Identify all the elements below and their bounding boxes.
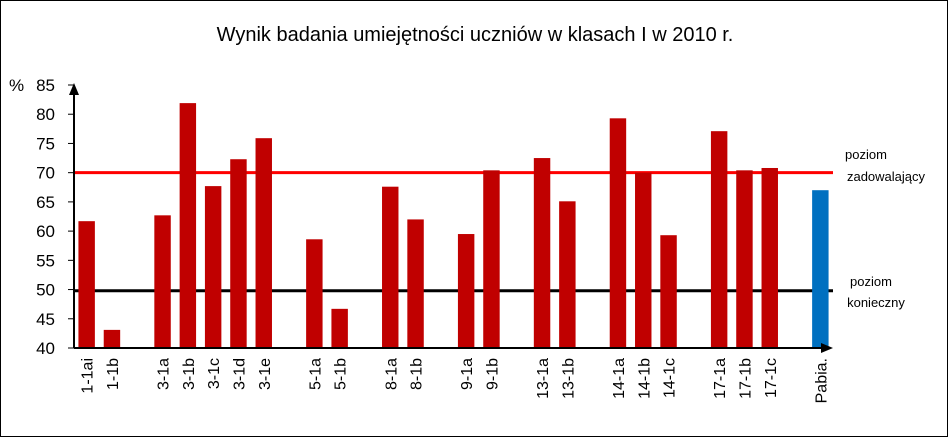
category-label: 17-1c <box>763 358 780 398</box>
y-axis-unit-label: % <box>9 76 24 95</box>
bar <box>710 131 728 348</box>
y-tick-label: 50 <box>36 281 55 300</box>
category-label: 13-1a <box>535 358 552 399</box>
category-label: 8-1b <box>409 358 426 390</box>
bar <box>609 118 627 349</box>
category-label: 1-1b <box>105 358 122 390</box>
bar <box>204 186 222 348</box>
bar <box>407 219 424 348</box>
category-label: 3-1e <box>257 358 274 390</box>
bar <box>78 221 95 348</box>
bar <box>559 201 576 348</box>
y-tick-label: 85 <box>36 76 55 95</box>
bar <box>761 167 778 348</box>
category-label: 3-1a <box>156 358 173 390</box>
y-tick-label: 75 <box>36 134 55 153</box>
bar <box>736 170 753 348</box>
y-tick-label: 40 <box>36 339 55 358</box>
x-axis-labels: 1-1ai 1-1b 3-1a 3-1b 3-1c 3-1d 3-1e 5-1a 5-1b 8-1… <box>80 358 831 403</box>
category-label: 9-1b <box>484 358 501 390</box>
bar <box>331 308 348 348</box>
bar <box>483 170 500 348</box>
bar <box>457 234 475 348</box>
axes <box>69 83 833 353</box>
bar <box>103 329 121 348</box>
y-tick-label: 45 <box>36 310 55 329</box>
y-tick-label: 70 <box>36 164 55 183</box>
y-tick-label: 80 <box>36 105 55 124</box>
bar <box>179 103 197 349</box>
category-label: 1-1ai <box>80 358 97 394</box>
category-label: 5-1b <box>333 358 350 390</box>
y-tick-label: 65 <box>36 193 55 212</box>
bar <box>812 190 829 348</box>
bar <box>533 158 551 348</box>
reference-line-label-top: poziom <box>850 274 892 289</box>
y-axis-arrow <box>69 83 79 95</box>
category-label: 3-1c <box>206 358 223 389</box>
bar <box>154 215 171 348</box>
bars-group <box>78 103 829 349</box>
category-label: 17-1a <box>712 358 729 399</box>
category-label: 5-1a <box>307 358 324 390</box>
reference-lines <box>74 171 833 293</box>
category-label: 17-1b <box>737 358 754 399</box>
bar <box>230 159 247 348</box>
reference-line-label-bottom: zadowalający <box>847 169 926 184</box>
category-label: 3-1b <box>181 358 198 390</box>
reference-line-labels: poziom zadowalający poziom konieczny <box>845 147 925 310</box>
category-label: 14-1b <box>636 358 653 399</box>
bar <box>635 172 652 348</box>
category-label: 14-1a <box>611 358 628 399</box>
y-tick-label: 60 <box>36 222 55 241</box>
bar <box>306 239 323 348</box>
reference-line-label-bottom: konieczny <box>847 295 905 310</box>
category-label: 14-1c <box>662 358 679 398</box>
chart-title: Wynik badania umiejętności uczniów w kla… <box>217 24 734 46</box>
y-tick-label: 55 <box>36 251 55 270</box>
category-label: 8-1a <box>383 358 400 390</box>
bar <box>382 186 399 348</box>
y-axis-ticks: 40 45 50 55 60 65 70 75 80 85 <box>36 76 74 358</box>
x-axis-arrow <box>821 343 833 353</box>
bar <box>255 138 272 348</box>
reference-line-label-top: poziom <box>845 147 887 162</box>
category-label: 13-1b <box>560 358 577 399</box>
category-label: Pabia. <box>813 358 830 403</box>
category-label: 3-1d <box>231 358 248 390</box>
bar <box>660 235 677 348</box>
category-label: 9-1a <box>459 358 476 390</box>
